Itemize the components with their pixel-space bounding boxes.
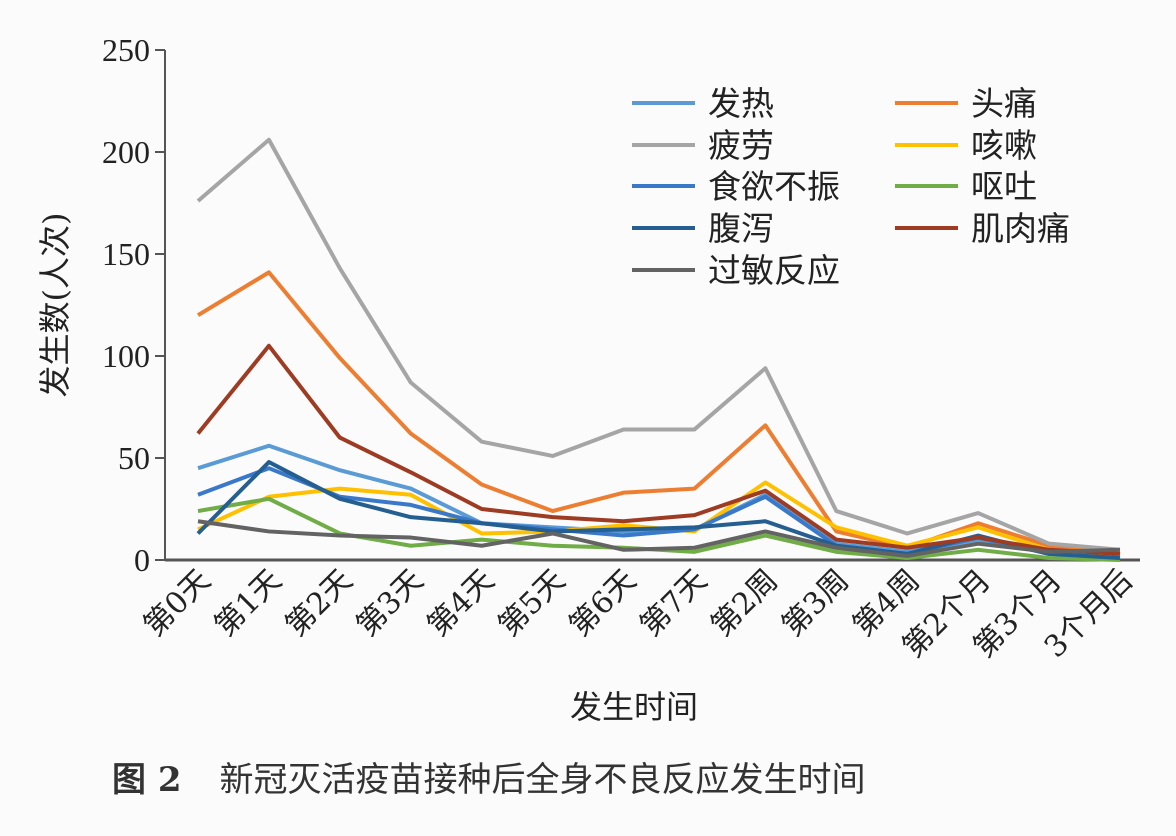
y-tick-label: 50 (118, 440, 150, 476)
x-tick-label: 第4天 (421, 563, 502, 644)
x-axis-label: 发生时间 (570, 688, 698, 726)
legend-label: 发热 (708, 84, 774, 123)
x-tick-label: 第2天 (279, 563, 360, 644)
x-tick-label: 第5天 (492, 563, 573, 644)
series-line-肌肉痛 (196, 343, 1121, 556)
x-tick-label: 第3天 (350, 563, 431, 644)
y-axis-label: 发生数(人次) (36, 213, 74, 398)
y-tick-label: 0 (134, 542, 150, 578)
y-tick-label: 250 (102, 32, 150, 68)
x-tick-label: 第2周 (704, 563, 785, 644)
y-tick-label: 100 (102, 338, 150, 374)
legend-label: 呕吐 (971, 167, 1037, 206)
figure-number: 图 2 (112, 760, 182, 800)
legend-label: 腹泻 (708, 209, 774, 248)
x-tick-label: 第7天 (633, 563, 714, 644)
y-tick-label: 200 (102, 134, 150, 170)
legend-label: 疲劳 (708, 126, 774, 165)
line-chart: 050100150200250第0天第1天第2天第3天第4天第5天第6天第7天第… (36, 32, 1140, 726)
figure-caption-text: 新冠灭活疫苗接种后全身不良反应发生时间 (219, 760, 866, 800)
legend-label: 过敏反应 (708, 251, 840, 290)
y-tick-label: 150 (102, 236, 150, 272)
series-line-过敏反应 (197, 519, 1121, 558)
legend-label: 咳嗽 (971, 126, 1037, 165)
series-line-疲劳 (196, 137, 1121, 552)
legend-label: 食欲不振 (708, 167, 840, 206)
figure-caption: 图 2 新冠灭活疫苗接种后全身不良反应发生时间 (112, 752, 866, 801)
legend-label: 头痛 (971, 84, 1037, 123)
series-line-头痛 (196, 270, 1121, 556)
x-tick-label: 第1天 (208, 563, 289, 644)
x-tick-label: 第6天 (563, 563, 644, 644)
x-tick-label: 第3周 (775, 563, 856, 644)
legend-label: 肌肉痛 (971, 209, 1070, 248)
